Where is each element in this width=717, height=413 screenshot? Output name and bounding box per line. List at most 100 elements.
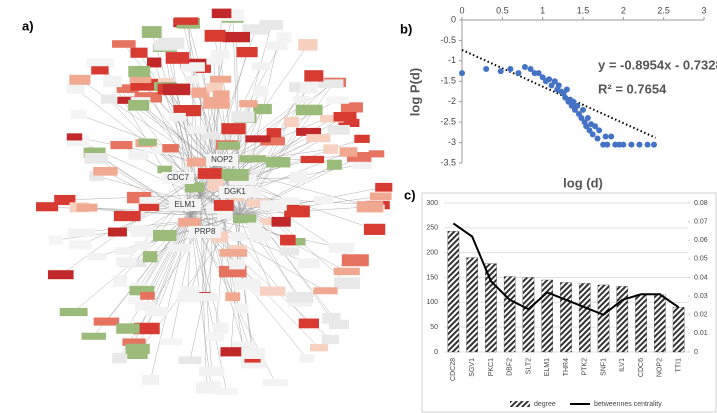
- node: [249, 230, 272, 242]
- x-tick-label: DBF2: [507, 358, 514, 376]
- y-tick-label: -3: [448, 137, 456, 147]
- edge: [202, 68, 216, 166]
- annotation: R² = 0.7654: [598, 81, 667, 96]
- node: [125, 343, 150, 354]
- point: [578, 115, 585, 122]
- edge: [138, 105, 216, 166]
- edge: [229, 116, 346, 181]
- y-axis-label: log P(d): [407, 68, 422, 116]
- node: [354, 134, 370, 143]
- node: [103, 75, 122, 88]
- point: [580, 106, 586, 113]
- point: [555, 82, 562, 89]
- node: [165, 52, 190, 64]
- y-tick-label: -1.5: [440, 76, 456, 86]
- node: [173, 105, 202, 117]
- y-tick-label: -2: [448, 96, 456, 106]
- node: [201, 131, 220, 139]
- edge: [239, 196, 381, 216]
- node: [36, 202, 59, 212]
- node: [93, 167, 118, 176]
- node: [162, 144, 179, 153]
- node: [299, 354, 315, 363]
- node: [259, 20, 283, 30]
- node: [298, 318, 319, 329]
- y-tick-label: 150: [426, 274, 438, 281]
- node: [135, 302, 156, 312]
- x-tick-label: NOP2: [657, 358, 664, 377]
- node: [130, 47, 148, 58]
- x-tick-label: SGV1: [469, 358, 476, 377]
- node: [260, 200, 287, 211]
- node: [322, 313, 341, 324]
- node: [198, 366, 225, 376]
- node: [140, 291, 155, 300]
- edge: [189, 214, 227, 392]
- bar: [672, 307, 685, 353]
- node: [47, 270, 74, 280]
- node: [66, 133, 83, 141]
- point: [483, 66, 490, 73]
- node: [167, 243, 191, 252]
- x-tick-label: 0: [459, 5, 464, 15]
- node: [340, 102, 363, 113]
- node: [162, 83, 191, 96]
- y-tick-label: -0.5: [440, 35, 456, 45]
- node: [252, 85, 269, 97]
- y-tick-label: 200: [426, 250, 438, 257]
- node: [115, 257, 137, 266]
- y-tick-label: 100: [426, 299, 438, 306]
- node: [122, 338, 146, 346]
- bar: [522, 277, 535, 353]
- node: [68, 240, 92, 250]
- node: [242, 24, 269, 35]
- node: [69, 74, 91, 85]
- node: [133, 240, 151, 251]
- x-tick-label: 2.5: [657, 5, 670, 15]
- point: [535, 70, 542, 77]
- node: [295, 104, 323, 116]
- point: [602, 133, 609, 140]
- x-tick-label: TTI1: [675, 358, 682, 372]
- node: [110, 141, 133, 150]
- point: [527, 66, 534, 73]
- node: [107, 227, 127, 237]
- x-tick-label: ILV1: [619, 358, 626, 372]
- node: [306, 134, 331, 143]
- node: [48, 235, 64, 245]
- point: [592, 123, 599, 130]
- network: ELM1 NOP2 CDC7 DGK1 PRP8: [36, 8, 393, 396]
- node: [86, 58, 115, 68]
- node: [206, 57, 222, 66]
- point: [515, 70, 522, 77]
- x-tick-label: CDC6: [638, 358, 645, 377]
- node: [114, 247, 135, 255]
- y-tick-label: -3.5: [440, 157, 456, 167]
- node: [66, 135, 90, 147]
- y-tick-label: 50: [430, 324, 438, 331]
- point: [628, 141, 635, 148]
- edge: [73, 179, 231, 313]
- bar: [616, 286, 629, 353]
- y2-tick-label: 0.04: [694, 274, 708, 281]
- edge: [161, 82, 216, 166]
- node: [215, 388, 238, 396]
- node: [326, 96, 350, 104]
- line: [452, 222, 680, 316]
- node: [220, 347, 242, 357]
- node: [239, 100, 258, 108]
- node: [233, 303, 249, 314]
- point: [507, 66, 514, 73]
- bar: [485, 263, 497, 353]
- node: [219, 248, 248, 257]
- node: [191, 87, 210, 98]
- point: [546, 76, 553, 83]
- x-tick-label: 0.5: [496, 5, 509, 15]
- node: [260, 136, 285, 146]
- x-tick-label: PKC1: [488, 358, 495, 376]
- node: [157, 165, 172, 174]
- node: [112, 352, 127, 364]
- node: [206, 83, 224, 93]
- node: [93, 317, 120, 326]
- node: [317, 79, 344, 89]
